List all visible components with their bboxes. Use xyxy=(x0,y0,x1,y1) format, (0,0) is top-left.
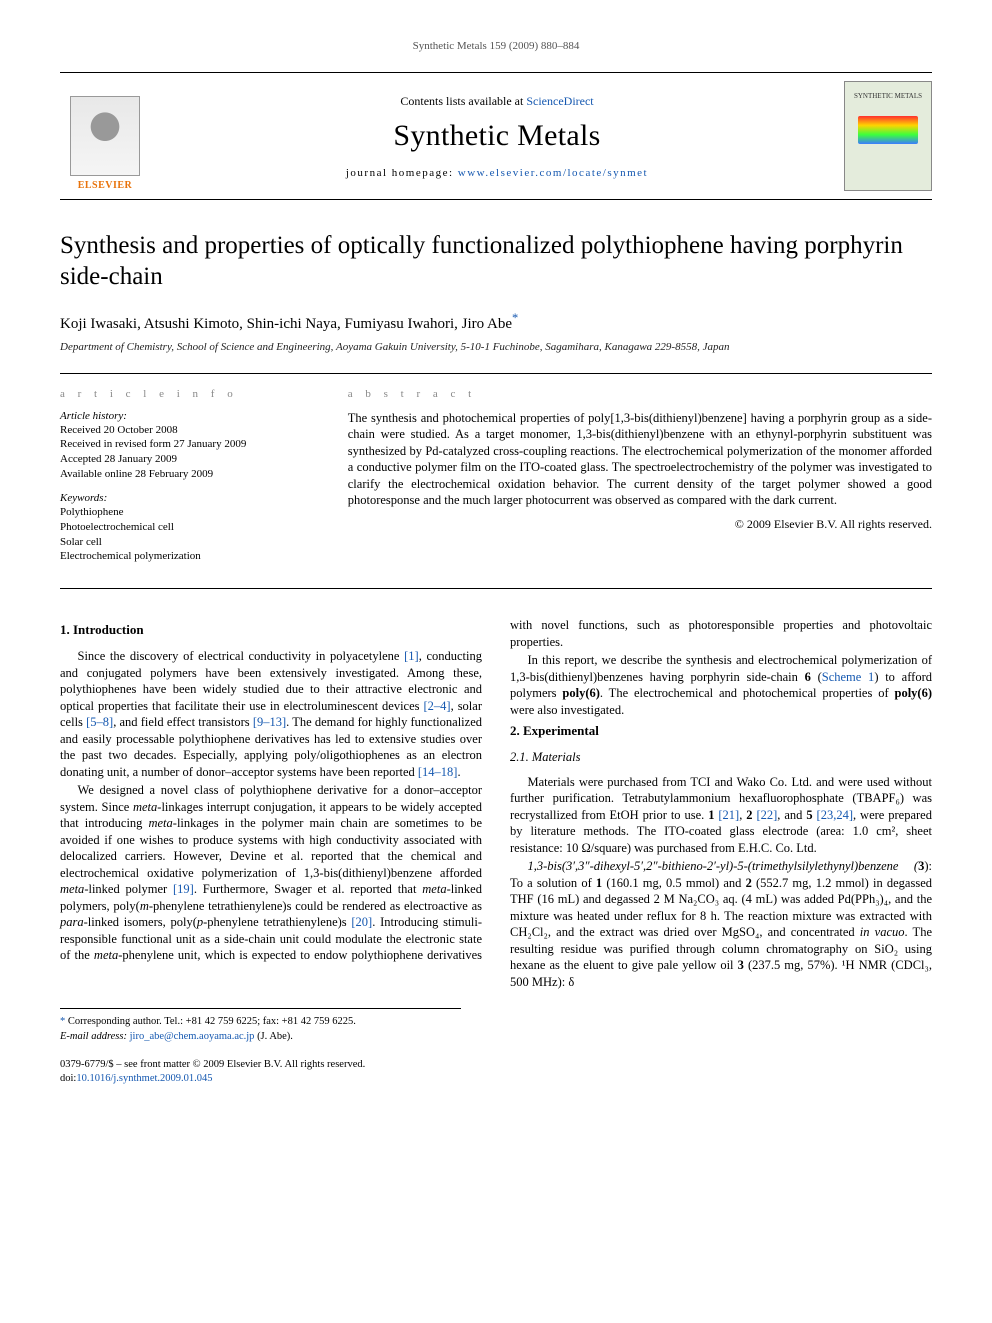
text-run: -phenylene tetrathienylene)s could be re… xyxy=(149,899,482,913)
corresponding-email-link[interactable]: jiro_abe@chem.aoyama.ac.jp xyxy=(130,1031,255,1042)
italic-run: meta xyxy=(94,948,118,962)
text-run: (160.1 mg, 0.5 mmol) and xyxy=(602,876,745,890)
publisher-tree-icon xyxy=(70,96,140,176)
compound-name-italic: 1,3-bis(3′,3″-dihexyl-5′,2″-bithieno-2′-… xyxy=(528,859,919,873)
history-item: Received 20 October 2008 xyxy=(60,423,330,438)
abstract-text: The synthesis and photochemical properti… xyxy=(348,410,932,509)
front-matter-line: 0379-6779/$ – see front matter © 2009 El… xyxy=(60,1058,932,1072)
abstract-block: a b s t r a c t The synthesis and photoc… xyxy=(348,374,932,589)
journal-homepage-link[interactable]: www.elsevier.com/locate/synmet xyxy=(458,167,648,179)
ref-link[interactable]: [20] xyxy=(351,915,372,929)
journal-homepage-line: journal homepage: www.elsevier.com/locat… xyxy=(164,167,830,179)
journal-masthead: ELSEVIER Contents lists available at Sci… xyxy=(60,72,932,200)
ref-link[interactable]: [2–4] xyxy=(424,699,451,713)
italic-run: m xyxy=(140,899,149,913)
bold-run: poly(6) xyxy=(895,686,933,700)
italic-run: meta xyxy=(148,816,172,830)
materials-para-2: 1,3-bis(3′,3″-dihexyl-5′,2″-bithieno-2′-… xyxy=(510,858,932,990)
doi-line: doi:10.1016/j.synthmet.2009.01.045 xyxy=(60,1072,932,1086)
bold-run: 5 xyxy=(806,808,812,822)
text-run: were also investigated. xyxy=(510,703,624,717)
article-info-block: a r t i c l e i n f o Article history: R… xyxy=(60,374,348,589)
keyword-item: Photoelectrochemical cell xyxy=(60,520,330,535)
bold-run: 2 xyxy=(746,808,752,822)
author-list: Koji Iwasaki, Atsushi Kimoto, Shin-ichi … xyxy=(60,311,932,333)
publisher-name: ELSEVIER xyxy=(78,180,133,191)
section-2-1-heading: 2.1. Materials xyxy=(510,749,932,766)
text-run: . Furthermore, Swager et al. reported th… xyxy=(194,882,422,896)
footer-meta: 0379-6779/$ – see front matter © 2009 El… xyxy=(60,1058,932,1086)
bold-run: poly(6) xyxy=(562,686,600,700)
materials-para-1: Materials were purchased from TCI and Wa… xyxy=(510,774,932,857)
keyword-item: Solar cell xyxy=(60,535,330,550)
publisher-logo: ELSEVIER xyxy=(60,81,150,191)
ref-link[interactable]: [5–8] xyxy=(86,715,113,729)
footnote-line-1: Corresponding author. Tel.: +81 42 759 6… xyxy=(65,1016,356,1027)
text-run: -linked isomers, poly( xyxy=(84,915,197,929)
email-suffix: (J. Abe). xyxy=(254,1031,293,1042)
contents-prefix: Contents lists available at xyxy=(400,94,526,108)
article-title: Synthesis and properties of optically fu… xyxy=(60,230,932,293)
italic-run: meta xyxy=(60,882,84,896)
text-run: -linked polymer xyxy=(84,882,173,896)
history-item: Accepted 28 January 2009 xyxy=(60,452,330,467)
keywords-list: Polythiophene Photoelectrochemical cell … xyxy=(60,505,330,564)
scheme-link[interactable]: Scheme 1 xyxy=(822,670,875,684)
text-run: ( xyxy=(811,670,822,684)
text-run: , and xyxy=(777,808,806,822)
ref-link[interactable]: [9–13] xyxy=(253,715,286,729)
doi-link[interactable]: 10.1016/j.synthmet.2009.01.045 xyxy=(76,1073,212,1084)
keywords-label: Keywords: xyxy=(60,492,330,504)
history-item: Available online 28 February 2009 xyxy=(60,467,330,482)
homepage-prefix: journal homepage: xyxy=(346,167,458,179)
article-history-list: Received 20 October 2008 Received in rev… xyxy=(60,423,330,482)
affiliation: Department of Chemistry, School of Scien… xyxy=(60,341,932,353)
section-1-heading: 1. Introduction xyxy=(60,621,482,638)
running-header: Synthetic Metals 159 (2009) 880–884 xyxy=(60,40,932,52)
keyword-item: Electrochemical polymerization xyxy=(60,549,330,564)
keyword-item: Polythiophene xyxy=(60,505,330,520)
text-run: Since the discovery of electrical conduc… xyxy=(78,649,405,663)
masthead-center: Contents lists available at ScienceDirec… xyxy=(164,88,830,185)
ref-link[interactable]: [21] xyxy=(718,808,739,822)
body-two-column: 1. Introduction Since the discovery of e… xyxy=(60,617,932,990)
italic-run: in vacuo xyxy=(860,925,905,939)
corresponding-author-footnote: * Corresponding author. Tel.: +81 42 759… xyxy=(60,1008,461,1043)
intro-para-1: Since the discovery of electrical conduc… xyxy=(60,648,482,780)
ref-link[interactable]: [1] xyxy=(404,649,419,663)
journal-name: Synthetic Metals xyxy=(164,119,830,153)
doi-prefix: doi: xyxy=(60,1073,76,1084)
cover-colorstrip-icon xyxy=(858,116,918,144)
ref-link[interactable]: [19] xyxy=(173,882,194,896)
intro-para-3: In this report, we describe the synthesi… xyxy=(510,652,932,718)
text-run: , and field effect transistors xyxy=(113,715,253,729)
ref-link[interactable]: [22] xyxy=(756,808,777,822)
italic-run: meta xyxy=(133,800,157,814)
ref-link[interactable]: [14–18] xyxy=(418,765,458,779)
abstract-copyright: © 2009 Elsevier B.V. All rights reserved… xyxy=(348,517,932,532)
history-item: Received in revised form 27 January 2009 xyxy=(60,437,330,452)
email-label: E-mail address: xyxy=(60,1031,130,1042)
text-run: -phenylene tetrathienylene)s xyxy=(203,915,351,929)
abstract-heading: a b s t r a c t xyxy=(348,388,932,400)
contents-available-line: Contents lists available at ScienceDirec… xyxy=(164,94,830,109)
text-run: . xyxy=(457,765,460,779)
sciencedirect-link[interactable]: ScienceDirect xyxy=(526,94,593,108)
text-run: . The electrochemical and photochemical … xyxy=(600,686,895,700)
section-2-heading: 2. Experimental xyxy=(510,722,932,739)
info-abstract-row: a r t i c l e i n f o Article history: R… xyxy=(60,373,932,590)
article-history-label: Article history: xyxy=(60,410,330,422)
corresponding-author-marker: * xyxy=(512,311,518,325)
italic-run: meta xyxy=(422,882,446,896)
italic-run: para xyxy=(60,915,84,929)
article-info-heading: a r t i c l e i n f o xyxy=(60,388,330,400)
journal-cover-thumbnail: SYNTHETIC METALS xyxy=(844,81,932,191)
authors-text: Koji Iwasaki, Atsushi Kimoto, Shin-ichi … xyxy=(60,316,512,332)
ref-link[interactable]: [23,24] xyxy=(817,808,853,822)
cover-label: SYNTHETIC METALS xyxy=(854,92,922,100)
